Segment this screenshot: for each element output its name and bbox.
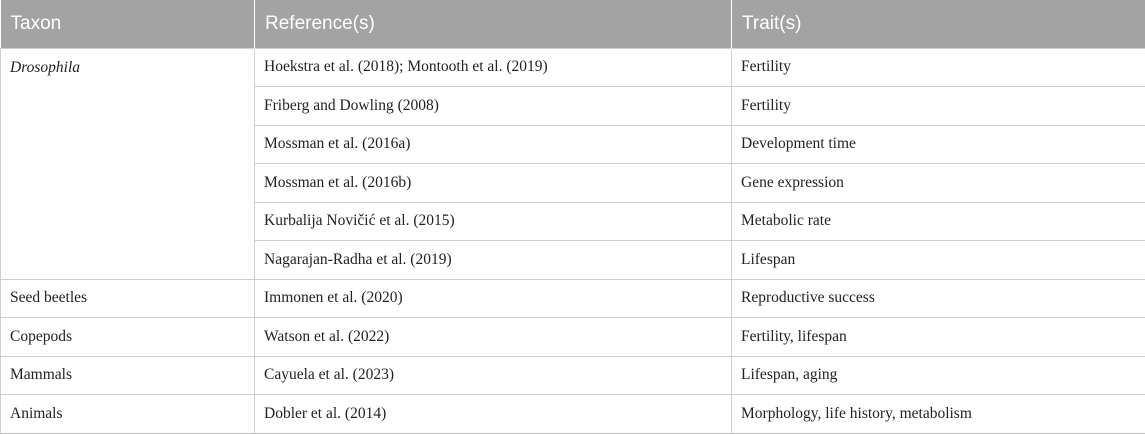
reference-cell: Hoekstra et al. (2018); Montooth et al. …: [255, 48, 732, 87]
reference-cell: Cayuela et al. (2023): [255, 356, 732, 395]
header-taxon: Taxon: [1, 0, 255, 48]
table-row: Copepods Watson et al. (2022) Fertility,…: [1, 318, 1145, 357]
taxon-cell: Copepods: [1, 318, 255, 357]
taxon-cell: Mammals: [1, 356, 255, 395]
reference-cell: Mossman et al. (2016b): [255, 164, 732, 203]
table-row: Seed beetles Immonen et al. (2020) Repro…: [1, 279, 1145, 318]
header-row: Taxon Reference(s) Trait(s): [1, 0, 1145, 48]
trait-cell: Fertility, lifespan: [732, 318, 1145, 357]
reference-cell: Mossman et al. (2016a): [255, 125, 732, 164]
reference-cell: Friberg and Dowling (2008): [255, 87, 732, 126]
header-traits: Trait(s): [732, 0, 1145, 48]
reference-cell: Immonen et al. (2020): [255, 279, 732, 318]
trait-cell: Lifespan, aging: [732, 356, 1145, 395]
taxon-cell: Animals: [1, 395, 255, 434]
taxon-cell: Drosophila: [1, 48, 255, 279]
table-row: Drosophila Hoekstra et al. (2018); Monto…: [1, 48, 1145, 87]
reference-cell: Kurbalija Novičić et al. (2015): [255, 202, 732, 241]
trait-cell: Metabolic rate: [732, 202, 1145, 241]
trait-cell: Lifespan: [732, 241, 1145, 280]
table-row: Mammals Cayuela et al. (2023) Lifespan, …: [1, 356, 1145, 395]
trait-cell: Reproductive success: [732, 279, 1145, 318]
trait-cell: Fertility: [732, 87, 1145, 126]
table-row: Animals Dobler et al. (2014) Morphology,…: [1, 395, 1145, 434]
reference-cell: Nagarajan-Radha et al. (2019): [255, 241, 732, 280]
reference-cell: Watson et al. (2022): [255, 318, 732, 357]
table-header: Taxon Reference(s) Trait(s): [1, 0, 1145, 48]
header-references: Reference(s): [255, 0, 732, 48]
trait-cell: Gene expression: [732, 164, 1145, 203]
trait-cell: Development time: [732, 125, 1145, 164]
reference-cell: Dobler et al. (2014): [255, 395, 732, 434]
trait-cell: Fertility: [732, 48, 1145, 87]
taxon-cell: Seed beetles: [1, 279, 255, 318]
table-body: Drosophila Hoekstra et al. (2018); Monto…: [1, 48, 1145, 433]
trait-cell: Morphology, life history, metabolism: [732, 395, 1145, 434]
